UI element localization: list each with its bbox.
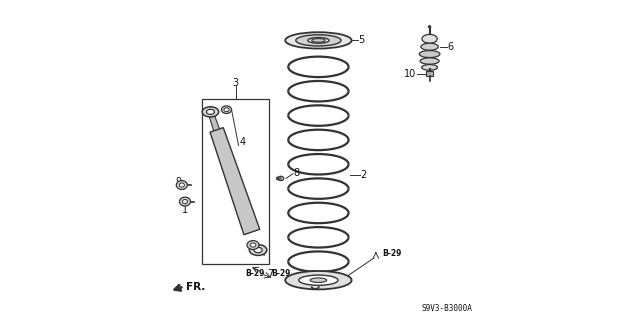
Text: 10: 10: [404, 69, 416, 79]
Ellipse shape: [285, 32, 351, 48]
Ellipse shape: [308, 38, 329, 43]
Ellipse shape: [310, 278, 326, 283]
Polygon shape: [208, 111, 221, 134]
Text: B-29: B-29: [382, 249, 401, 258]
Ellipse shape: [420, 58, 439, 64]
Ellipse shape: [278, 176, 284, 181]
Ellipse shape: [207, 109, 214, 115]
Text: 1: 1: [182, 205, 188, 215]
Text: 5: 5: [358, 35, 365, 45]
Text: 2: 2: [361, 170, 367, 180]
Ellipse shape: [176, 181, 188, 189]
Ellipse shape: [179, 183, 184, 187]
Ellipse shape: [422, 64, 438, 70]
Ellipse shape: [422, 34, 437, 43]
Text: B-29: B-29: [271, 269, 290, 278]
Ellipse shape: [250, 243, 256, 247]
Text: 3: 3: [233, 78, 239, 88]
Ellipse shape: [182, 199, 188, 204]
Text: 8: 8: [294, 168, 300, 178]
Text: 6: 6: [447, 42, 454, 52]
Ellipse shape: [224, 108, 229, 112]
Ellipse shape: [179, 197, 191, 206]
Text: B-29: B-29: [245, 269, 264, 278]
Ellipse shape: [299, 275, 338, 285]
Polygon shape: [210, 128, 260, 235]
Ellipse shape: [254, 247, 262, 253]
Text: S9V3-B3000A: S9V3-B3000A: [422, 304, 472, 313]
Ellipse shape: [296, 35, 341, 46]
Text: 7: 7: [267, 269, 273, 279]
Ellipse shape: [250, 245, 267, 256]
Bar: [426, 71, 433, 76]
Text: 4: 4: [260, 248, 266, 258]
Ellipse shape: [247, 241, 259, 249]
Ellipse shape: [421, 43, 438, 50]
Text: 9: 9: [175, 177, 182, 187]
Ellipse shape: [419, 50, 440, 57]
Bar: [202, 99, 269, 264]
Ellipse shape: [312, 39, 325, 42]
Ellipse shape: [202, 107, 219, 117]
Text: FR.: FR.: [186, 282, 205, 292]
Ellipse shape: [285, 271, 351, 289]
Ellipse shape: [221, 106, 232, 114]
Text: 4: 4: [239, 137, 245, 147]
Ellipse shape: [428, 26, 431, 28]
